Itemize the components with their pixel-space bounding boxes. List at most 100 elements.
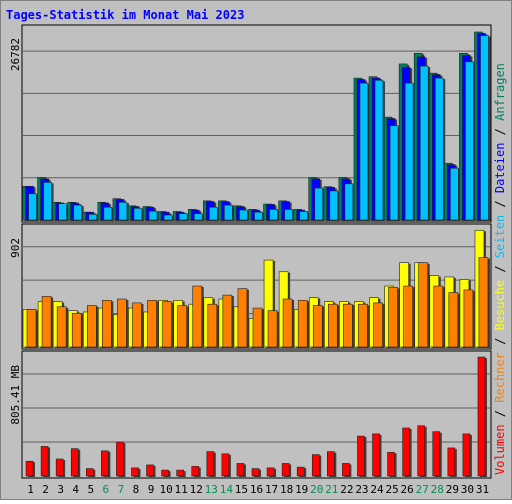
bar-seiten-day-23 bbox=[359, 82, 369, 221]
bar-volumen-day-23 bbox=[357, 435, 365, 477]
bar-seiten-day-31 bbox=[480, 35, 489, 221]
bar-rechner-day-7 bbox=[117, 298, 127, 348]
bar-volumen-day-27 bbox=[417, 425, 426, 477]
bar-volumen-day-4 bbox=[70, 448, 79, 477]
bar-rechner-day-15 bbox=[237, 288, 248, 348]
bar-seiten-day-20 bbox=[314, 187, 324, 221]
y-max-label-top: 26782 bbox=[9, 38, 22, 71]
bar-volumen-day-29 bbox=[447, 447, 456, 477]
panel-top: 26782 bbox=[9, 24, 492, 223]
x-tick-label-day-30: 30 bbox=[461, 483, 474, 496]
bar-volumen-day-24 bbox=[372, 433, 380, 477]
bar-seiten-day-16 bbox=[254, 211, 263, 221]
x-tick-label-day-9: 9 bbox=[148, 483, 155, 496]
bar-volumen-day-25 bbox=[387, 452, 395, 477]
bar-rechner-day-30 bbox=[463, 289, 474, 348]
bar-volumen-day-11 bbox=[176, 469, 184, 477]
x-tick-label-day-13: 13 bbox=[205, 483, 218, 496]
bar-volumen-day-3 bbox=[55, 458, 64, 477]
bar-seiten-day-28 bbox=[434, 77, 444, 221]
bar-seiten-day-7 bbox=[118, 201, 128, 221]
bar-rechner-day-27 bbox=[418, 262, 429, 348]
bar-seiten-day-10 bbox=[163, 214, 173, 221]
x-tick-label-day-31: 31 bbox=[476, 483, 489, 496]
bar-volumen-day-13 bbox=[206, 451, 215, 477]
bar-rechner-day-28 bbox=[433, 285, 444, 348]
bar-rechner-day-8 bbox=[132, 302, 142, 348]
bar-seiten-day-26 bbox=[404, 82, 414, 221]
bar-rechner-day-17 bbox=[267, 310, 278, 348]
bar-volumen-day-17 bbox=[266, 467, 275, 477]
bar-rechner-day-21 bbox=[328, 303, 338, 348]
bar-seiten-day-25 bbox=[389, 125, 399, 221]
x-tick-label-day-4: 4 bbox=[72, 483, 79, 496]
x-tick-label-day-14: 14 bbox=[220, 483, 234, 496]
x-tick-label-day-3: 3 bbox=[57, 483, 64, 496]
bar-seiten-day-24 bbox=[374, 79, 384, 221]
legend-item-volumen: Volumen bbox=[493, 424, 507, 475]
bar-rechner-day-12 bbox=[192, 285, 203, 348]
bar-volumen-day-5 bbox=[85, 468, 94, 477]
bar-volumen-day-21 bbox=[327, 451, 335, 477]
bar-rechner-day-2 bbox=[41, 296, 52, 348]
bar-seiten-day-2 bbox=[43, 182, 52, 221]
x-tick-label-day-18: 18 bbox=[280, 483, 293, 496]
bar-volumen-day-12 bbox=[191, 466, 200, 477]
x-tick-label-day-25: 25 bbox=[385, 483, 398, 496]
legend-item-seiten: Seiten bbox=[493, 215, 507, 258]
legend-separator: / bbox=[493, 403, 507, 425]
bar-seiten-day-30 bbox=[465, 61, 474, 221]
panels-layer: 26782 902 805.41 MB bbox=[9, 24, 492, 479]
bar-seiten-day-9 bbox=[148, 210, 158, 221]
bar-rechner-day-3 bbox=[56, 306, 67, 348]
bar-seiten-day-17 bbox=[269, 209, 278, 221]
x-tick-label-day-2: 2 bbox=[42, 483, 49, 496]
legend-item-rechner: Rechner bbox=[493, 352, 507, 403]
bar-volumen-day-6 bbox=[101, 450, 109, 477]
bar-rechner-day-18 bbox=[282, 298, 293, 348]
bar-seiten-day-3 bbox=[58, 203, 67, 221]
bar-seiten-day-29 bbox=[450, 167, 459, 221]
bar-rechner-day-5 bbox=[86, 305, 97, 348]
x-tick-label-day-24: 24 bbox=[370, 483, 384, 496]
bar-seiten-day-14 bbox=[224, 204, 233, 221]
legend-item-dateien: Dateien bbox=[493, 143, 507, 194]
bar-volumen-day-15 bbox=[236, 463, 245, 477]
bar-volumen-day-1 bbox=[25, 460, 34, 477]
bar-volumen-day-2 bbox=[40, 446, 49, 477]
bar-seiten-day-11 bbox=[178, 213, 188, 221]
bar-volumen-day-14 bbox=[221, 453, 230, 477]
bar-volumen-day-7 bbox=[116, 441, 124, 477]
bar-seiten-day-19 bbox=[299, 211, 308, 221]
legend-separator: / bbox=[493, 330, 507, 352]
x-tick-label-day-26: 26 bbox=[401, 483, 414, 496]
chart-legend: Volumen / Rechner / Besuche / Seiten / D… bbox=[493, 63, 507, 475]
bar-seiten-day-5 bbox=[88, 214, 98, 221]
x-tick-label-day-10: 10 bbox=[159, 483, 172, 496]
bar-seiten-day-1 bbox=[28, 193, 37, 221]
x-tick-label-day-29: 29 bbox=[446, 483, 459, 496]
bar-seiten-day-6 bbox=[103, 206, 113, 221]
x-tick-label-day-27: 27 bbox=[416, 483, 429, 496]
bar-volumen-day-28 bbox=[432, 431, 441, 477]
bar-seiten-day-8 bbox=[133, 207, 143, 221]
x-tick-label-day-11: 11 bbox=[175, 483, 188, 496]
legend-separator: / bbox=[493, 258, 507, 280]
x-tick-label-day-22: 22 bbox=[340, 483, 353, 496]
bar-rechner-day-6 bbox=[102, 300, 112, 348]
bar-seiten-day-27 bbox=[419, 65, 429, 221]
bar-rechner-day-26 bbox=[403, 285, 413, 348]
x-axis-labels: 1 2 3 4 5 6 7 8 9 10 11 12 13 14 15 16 17 18 19 20 21 22 23 24 2… bbox=[27, 483, 489, 496]
bar-seiten-day-12 bbox=[193, 213, 203, 221]
bar-rechner-day-19 bbox=[297, 300, 308, 348]
bar-volumen-day-16 bbox=[251, 468, 260, 477]
x-tick-label-day-12: 12 bbox=[190, 483, 203, 496]
bar-rechner-day-11 bbox=[177, 305, 187, 348]
bar-rechner-day-4 bbox=[71, 312, 82, 348]
y-max-label-mid: 902 bbox=[9, 238, 22, 258]
bar-rechner-day-25 bbox=[388, 287, 398, 348]
legend-item-anfragen: Anfragen bbox=[493, 63, 507, 121]
x-tick-label-day-17: 17 bbox=[265, 483, 278, 496]
panel-border-bot bbox=[21, 350, 492, 479]
